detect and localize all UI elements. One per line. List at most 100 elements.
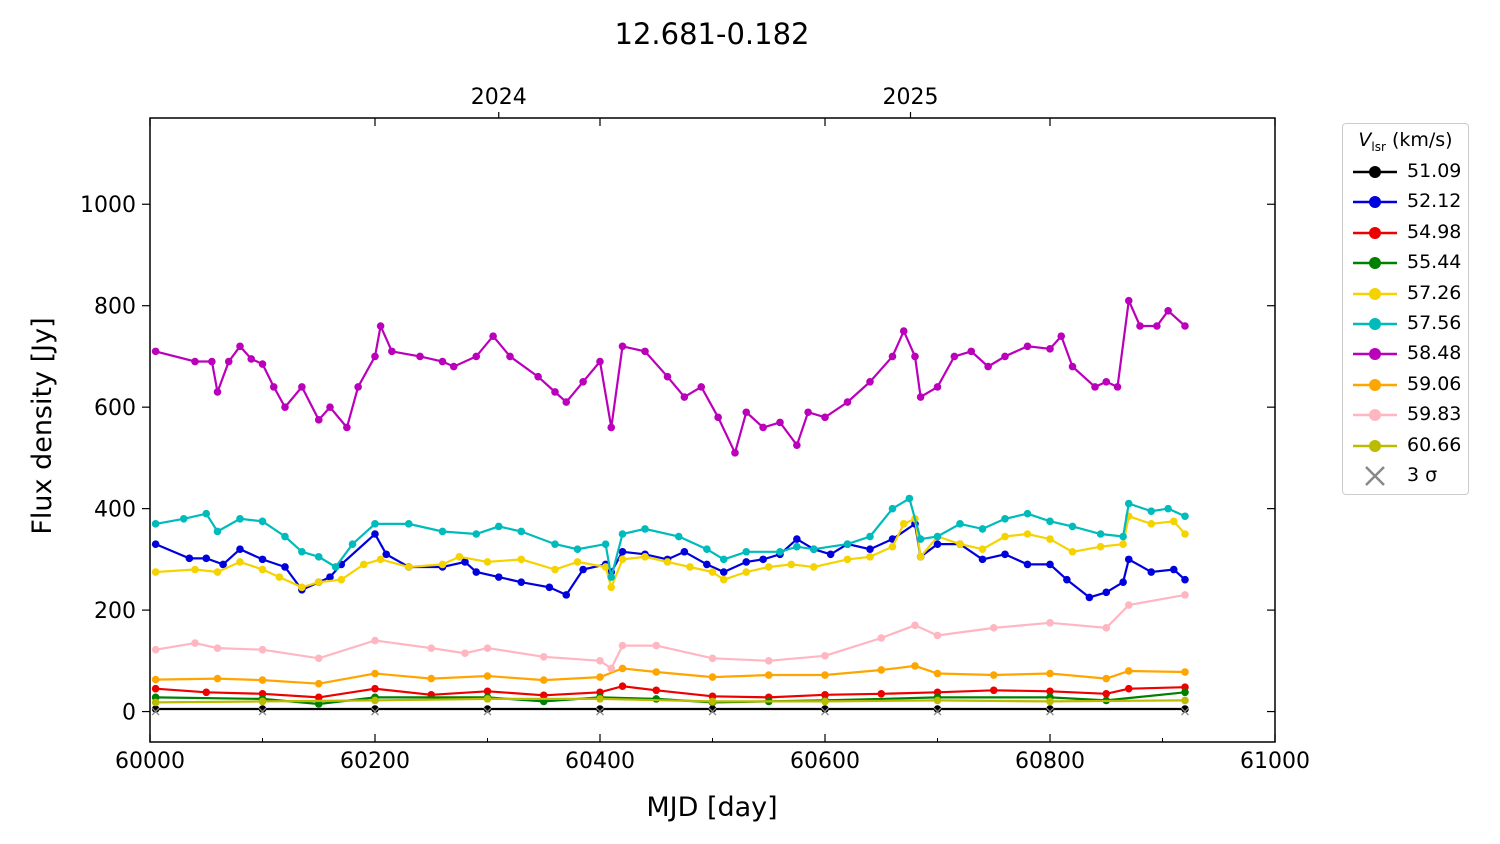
data-point [494,573,503,581]
data-point [708,654,717,663]
data-point [618,555,627,564]
data-point [866,553,874,561]
data-point [989,671,998,679]
data-point [719,568,728,576]
data-point [354,383,362,391]
data-point [472,530,481,538]
data-point [562,591,571,599]
data-point [916,393,925,401]
data-point [1169,565,1178,574]
sigma-marker [933,707,942,716]
data-point [151,568,160,576]
data-point [298,547,306,556]
data-point [866,532,874,541]
chart-title: 12.681-0.182 [615,17,810,51]
legend-swatch [1353,166,1397,178]
data-point [618,342,627,351]
data-point [1023,560,1032,569]
data-point [596,705,604,713]
x-tick-label: 60200 [340,749,410,774]
data-point [916,553,925,561]
data-point [1181,705,1189,713]
series-layer [151,296,1189,713]
data-point [866,378,874,386]
data-point [663,372,672,381]
data-point [517,578,526,586]
data-point [596,673,604,681]
data-point [455,553,464,561]
plot-frame [149,117,1276,743]
data-point [708,697,717,706]
data-point [804,408,812,417]
data-point [607,423,616,432]
legend-label: 57.26 [1407,281,1462,304]
data-point [607,664,616,673]
legend-title-main: V [1358,129,1372,151]
data-point [1124,667,1133,675]
data-point [483,687,492,696]
data-point [1096,542,1105,551]
data-point [298,383,306,391]
data-point [764,563,773,571]
legend-label: 59.06 [1407,372,1462,395]
data-point [371,352,379,361]
data-point [472,568,481,576]
legend-swatch [1353,439,1397,452]
x-tick-label: 61000 [1240,749,1310,774]
data-point [1102,588,1111,597]
data-point [151,347,160,356]
data-point [742,547,751,556]
legend: Vlsr (km/s) 51.09 52.12 54.98 55.44 57.26 57.… [1342,123,1469,495]
y-tick-label: 0 [122,701,136,726]
legend-label-sigma: 3 σ [1407,464,1438,486]
data-point [911,662,919,670]
data-point [483,705,492,713]
data-point [185,554,194,563]
data-point [956,540,964,548]
data-point [258,517,267,526]
data-point [1124,296,1133,305]
y-axis-label: Flux density [Jy] [27,317,58,534]
data-point [438,527,447,536]
data-point [236,545,244,554]
data-point [1046,560,1054,569]
data-point [618,664,627,673]
data-point [326,573,334,581]
data-point [1046,669,1054,678]
data-point [1046,517,1054,526]
data-point [776,547,784,556]
y-tick-label: 800 [94,295,136,320]
data-point [759,555,767,564]
x-tick-label: 60800 [1015,749,1085,774]
data-point [652,641,661,650]
legend-swatch [1353,287,1397,300]
series-59-83 [151,591,1189,673]
data-point [517,527,526,536]
data-point [151,675,160,684]
data-point [314,416,323,424]
data-point [461,558,469,566]
top-axis-year-ticks: 2024 2025 [471,85,939,118]
legend-item-sigma: 3 σ [1349,461,1467,491]
data-point [899,327,908,335]
data-point [1001,550,1009,559]
sigma-marker [1046,707,1054,716]
legend-item: 59.06 [1349,370,1467,400]
data-point [281,532,289,541]
data-point [314,700,323,708]
data-point [151,684,160,693]
data-point [607,583,616,592]
data-point [314,693,323,702]
data-point [404,520,413,528]
legend-item: 54.98 [1349,218,1467,248]
data-point [281,403,289,411]
series-line [155,664,1186,685]
data-point [821,671,829,679]
series-line [155,514,1186,591]
sigma-marker [258,707,267,716]
data-point [618,530,627,538]
data-point [1119,540,1127,548]
sigma-marker [1181,707,1189,716]
data-point [978,555,987,564]
data-point [674,532,683,541]
